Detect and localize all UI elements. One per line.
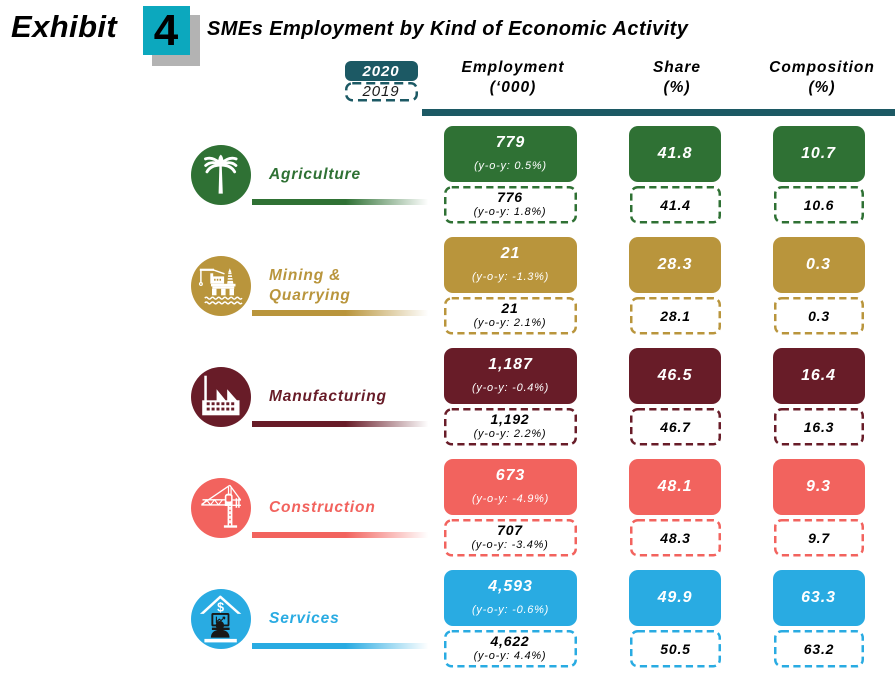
svg-text:$: $	[217, 600, 224, 614]
